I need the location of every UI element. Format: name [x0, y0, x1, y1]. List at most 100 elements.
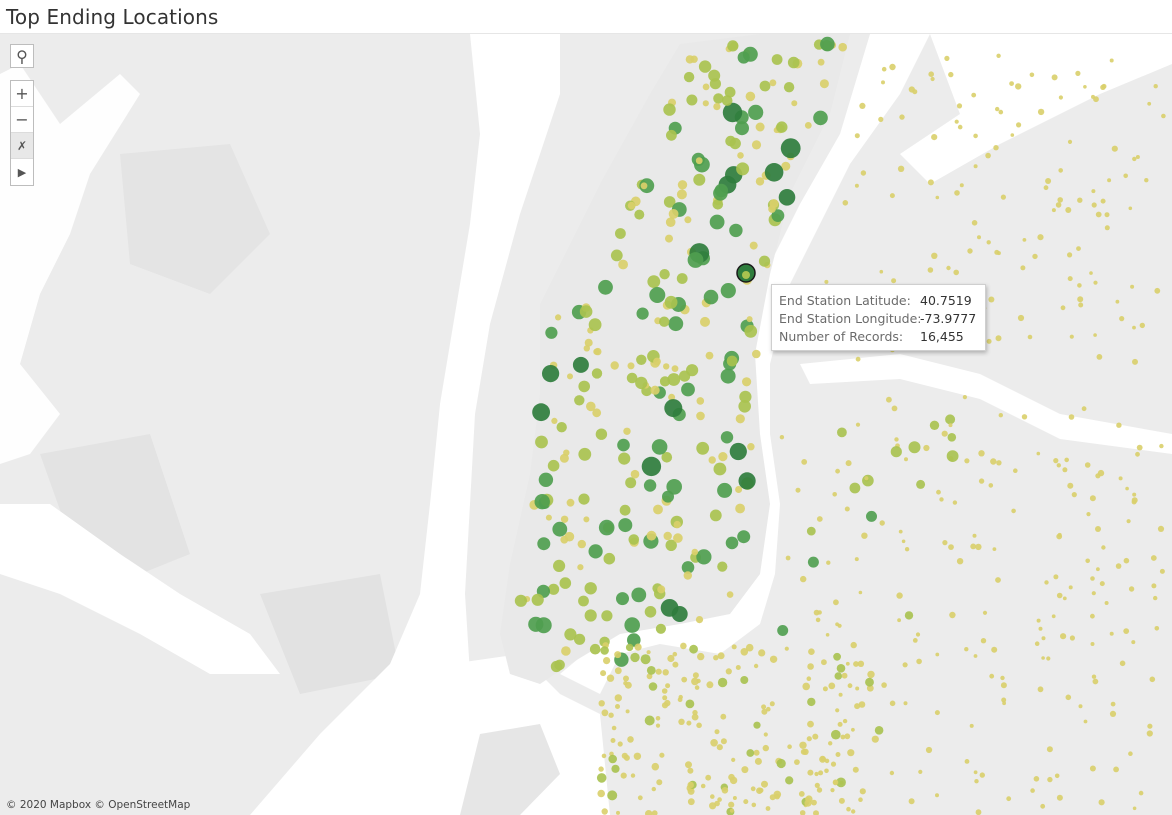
station-marker[interactable]: [996, 460, 1002, 466]
station-marker[interactable]: [596, 773, 607, 783]
station-marker[interactable]: [934, 710, 940, 716]
station-marker[interactable]: [700, 316, 710, 327]
station-marker[interactable]: [807, 720, 814, 728]
station-marker[interactable]: [1021, 414, 1028, 420]
station-marker[interactable]: [705, 774, 712, 781]
station-marker[interactable]: [891, 405, 898, 412]
station-marker[interactable]: [982, 610, 988, 615]
station-marker[interactable]: [685, 55, 695, 64]
station-marker[interactable]: [625, 643, 634, 652]
station-marker[interactable]: [593, 348, 600, 355]
station-marker[interactable]: [689, 644, 698, 654]
station-marker[interactable]: [665, 217, 676, 227]
station-marker[interactable]: [996, 53, 1001, 58]
station-marker[interactable]: [819, 79, 829, 89]
station-marker[interactable]: [766, 706, 771, 712]
station-marker[interactable]: [771, 54, 783, 65]
station-marker[interactable]: [846, 806, 851, 812]
station-marker[interactable]: [1016, 122, 1022, 128]
station-marker[interactable]: [583, 345, 590, 352]
station-marker[interactable]: [745, 91, 756, 102]
station-marker[interactable]: [865, 677, 874, 687]
station-marker[interactable]: [721, 95, 733, 106]
station-marker[interactable]: [729, 808, 735, 813]
station-marker[interactable]: [908, 441, 921, 454]
station-marker[interactable]: [1067, 482, 1074, 489]
station-marker[interactable]: [1067, 139, 1073, 144]
station-marker[interactable]: [706, 681, 714, 689]
station-marker[interactable]: [831, 729, 841, 740]
station-marker[interactable]: [928, 71, 934, 77]
station-marker[interactable]: [854, 183, 859, 188]
station-marker[interactable]: [634, 209, 645, 220]
station-marker[interactable]: [1131, 499, 1137, 505]
station-marker[interactable]: [935, 793, 939, 798]
station-marker[interactable]: [993, 145, 999, 151]
station-marker[interactable]: [897, 618, 901, 623]
station-marker[interactable]: [802, 682, 810, 691]
station-marker[interactable]: [547, 459, 560, 472]
station-marker[interactable]: [898, 529, 903, 534]
station-marker[interactable]: [835, 752, 841, 757]
station-marker[interactable]: [561, 646, 571, 656]
station-marker[interactable]: [623, 681, 628, 686]
station-marker[interactable]: [985, 152, 991, 159]
station-marker[interactable]: [673, 533, 683, 543]
station-marker[interactable]: [851, 727, 855, 732]
station-marker[interactable]: [847, 749, 855, 757]
station-marker[interactable]: [694, 685, 700, 690]
station-marker[interactable]: [646, 650, 651, 655]
station-marker[interactable]: [1077, 296, 1084, 303]
zoom-out-button[interactable]: −: [11, 107, 33, 133]
station-marker[interactable]: [769, 79, 777, 87]
station-marker[interactable]: [935, 652, 940, 657]
station-marker[interactable]: [816, 787, 823, 793]
station-marker[interactable]: [666, 479, 682, 495]
station-marker[interactable]: [687, 798, 695, 806]
station-marker[interactable]: [811, 799, 817, 806]
station-marker[interactable]: [866, 510, 877, 522]
station-marker[interactable]: [948, 544, 954, 550]
station-marker[interactable]: [686, 720, 692, 726]
station-marker[interactable]: [1139, 322, 1146, 329]
station-marker[interactable]: [600, 646, 609, 655]
station-marker[interactable]: [618, 259, 628, 270]
station-marker[interactable]: [738, 472, 756, 490]
station-marker[interactable]: [975, 809, 982, 815]
station-marker[interactable]: [668, 316, 684, 332]
station-marker[interactable]: [764, 163, 784, 182]
station-marker[interactable]: [1161, 113, 1166, 119]
station-marker[interactable]: [685, 761, 692, 769]
station-marker[interactable]: [923, 444, 930, 452]
station-marker[interactable]: [550, 660, 563, 673]
station-marker[interactable]: [657, 585, 666, 594]
station-marker[interactable]: [665, 234, 673, 243]
station-marker[interactable]: [1040, 803, 1046, 809]
station-marker[interactable]: [901, 539, 906, 544]
station-marker[interactable]: [697, 652, 705, 661]
station-marker[interactable]: [708, 69, 721, 82]
station-marker[interactable]: [779, 435, 785, 440]
station-marker[interactable]: [862, 474, 874, 487]
station-marker[interactable]: [759, 80, 771, 92]
station-marker[interactable]: [945, 414, 956, 425]
station-marker[interactable]: [939, 497, 944, 502]
station-marker[interactable]: [936, 489, 941, 495]
station-marker[interactable]: [714, 183, 728, 198]
station-marker[interactable]: [681, 382, 695, 397]
station-marker[interactable]: [630, 469, 640, 479]
station-marker[interactable]: [1062, 596, 1067, 601]
station-marker[interactable]: [1011, 508, 1016, 514]
station-marker[interactable]: [799, 810, 806, 815]
station-marker[interactable]: [636, 307, 649, 320]
station-marker[interactable]: [942, 540, 948, 546]
station-marker[interactable]: [855, 686, 860, 691]
station-marker[interactable]: [1095, 211, 1102, 218]
station-marker[interactable]: [716, 744, 723, 751]
station-marker[interactable]: [634, 643, 642, 651]
station-marker[interactable]: [660, 599, 679, 617]
station-marker[interactable]: [740, 676, 749, 684]
station-marker[interactable]: [676, 273, 688, 284]
station-marker[interactable]: [1115, 563, 1122, 569]
station-marker[interactable]: [735, 665, 741, 670]
